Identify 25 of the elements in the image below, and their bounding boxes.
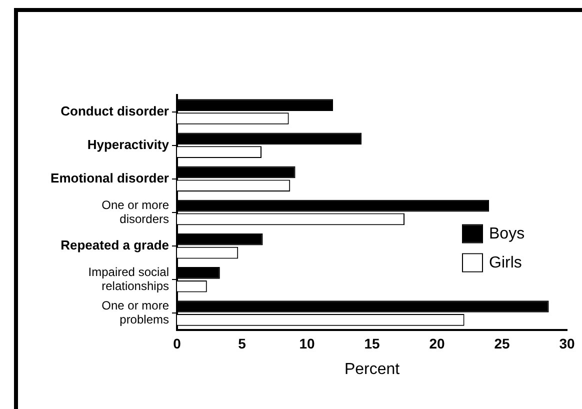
bar (177, 200, 489, 212)
bar (177, 166, 296, 178)
y-tick-label: Impaired social relationships (88, 264, 169, 293)
x-axis-title: Percent (344, 360, 400, 378)
frame: Percent 0 5 10 15 20 25 30 Conduct disorder Hyperactivity Emotional disorder One or more disorders Repeated a grade Impaired social relationships One or more problems Boys Girls (14, 8, 582, 409)
y-tick-label: One or more problems (102, 298, 170, 327)
y-tick-label: Emotional disorder (50, 170, 169, 186)
y-tick-label: One or more disorders (102, 198, 170, 226)
x-tick-label: 30 (559, 335, 575, 352)
bar (177, 132, 362, 145)
x-tick-label: 0 (173, 335, 182, 352)
legend-label: Boys (489, 226, 525, 243)
x-tick-label: 25 (494, 335, 510, 352)
bar (177, 267, 220, 279)
x-tick-label: 15 (364, 335, 380, 352)
bar (177, 99, 333, 111)
bar (177, 300, 549, 312)
legend-label: Girls (489, 254, 522, 272)
y-tick-label: Hyperactivity (87, 136, 170, 152)
y-tick-label: Conduct disorder (60, 103, 169, 118)
y-tick-label: Repeated a grade (60, 238, 169, 253)
x-tick-label: 10 (299, 335, 315, 352)
x-tick-label: 20 (429, 335, 445, 352)
x-tick-label: 5 (238, 335, 246, 352)
bar (177, 233, 263, 246)
